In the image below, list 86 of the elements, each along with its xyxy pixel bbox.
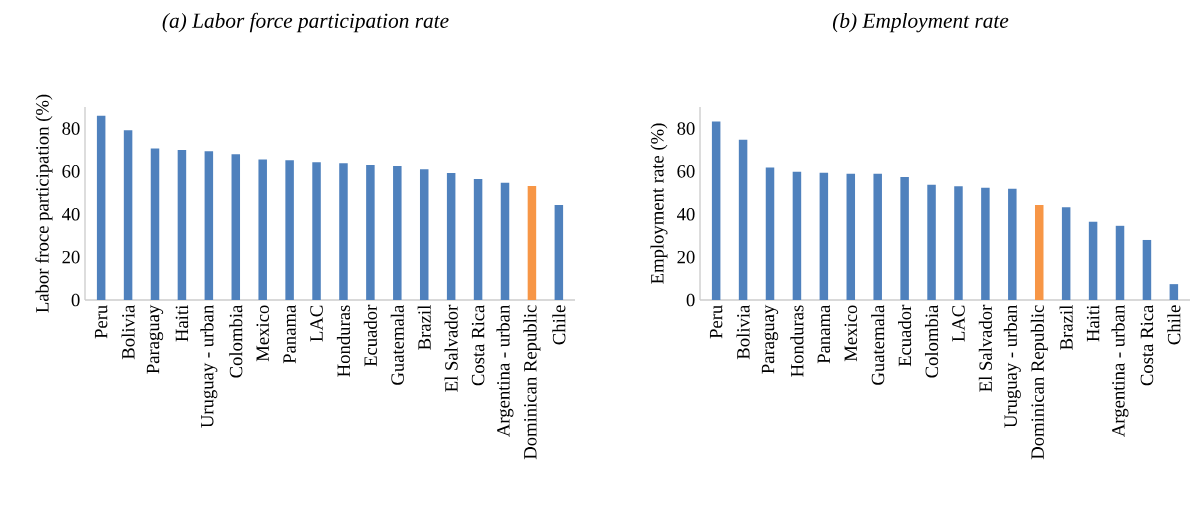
bar	[873, 173, 882, 301]
x-tick-label: Chile	[552, 305, 566, 345]
x-tick-label: LAC	[952, 305, 965, 342]
x-tick-label: El Salvador	[978, 304, 992, 392]
bar	[123, 130, 133, 301]
bar	[792, 171, 802, 301]
bar	[150, 148, 160, 301]
y-tick-label: 80	[62, 122, 80, 135]
y-axis-title: Labor froce participation (%)	[35, 94, 53, 313]
x-tick-label: Dominican Republic	[523, 305, 541, 460]
bar	[285, 160, 294, 301]
x-tick-label: El Salvador	[444, 304, 458, 392]
bar	[765, 167, 775, 301]
bar	[1169, 284, 1179, 301]
x-tick-label: Ecuador	[898, 304, 912, 367]
bar	[446, 173, 456, 301]
x-tick-label: Honduras	[336, 305, 351, 377]
x-tick-label: Peru	[94, 305, 108, 339]
bar	[419, 169, 429, 301]
x-tick-label: Dominican Republic	[1030, 305, 1048, 460]
bar	[177, 149, 187, 301]
y-tick-label: 60	[677, 165, 695, 178]
bar	[500, 182, 510, 301]
bar	[393, 165, 402, 301]
x-tick-label: Brazil	[417, 305, 431, 350]
x-tick-label: Costa Rica	[471, 304, 485, 386]
bar	[954, 186, 963, 301]
x-tick-label: Haiti	[175, 305, 189, 342]
bar	[366, 164, 375, 301]
bar	[1142, 239, 1152, 301]
y-tick-label: 40	[676, 207, 695, 221]
y-tick-label: 60	[62, 165, 80, 178]
x-tick-label: Guatemala	[871, 304, 885, 385]
bar	[258, 159, 267, 301]
y-tick-label: 40	[61, 207, 80, 221]
bar	[312, 162, 321, 301]
x-tick-label: Uruguay - urban	[1003, 305, 1021, 428]
x-tick-label: Paraguay	[146, 304, 164, 374]
bar	[900, 176, 909, 301]
bar	[1008, 188, 1017, 301]
x-tick-label: Paraguay	[761, 304, 779, 374]
x-tick-label: Panama	[817, 304, 831, 364]
x-tick-label: Bolivia	[736, 304, 750, 360]
x-tick-label: Colombia	[924, 304, 939, 378]
bar	[339, 163, 348, 301]
bar	[554, 205, 564, 301]
bar	[527, 185, 537, 301]
chart-title: (a) Labor force participation rate	[162, 12, 449, 33]
bar	[1088, 221, 1098, 301]
bar	[846, 173, 856, 301]
x-tick-label: LAC	[310, 305, 323, 342]
y-tick-label: 0	[71, 293, 80, 307]
chart-title: (b) Employment rate	[832, 12, 1009, 33]
x-tick-label: Peru	[709, 305, 723, 339]
x-tick-label: Colombia	[229, 304, 243, 378]
bar	[473, 179, 483, 301]
x-tick-label: Guatemala	[390, 304, 404, 385]
x-tick-label: Haiti	[1086, 305, 1100, 342]
bar	[819, 172, 829, 301]
x-tick-label: Argentina - urban	[496, 305, 514, 437]
x-tick-label: Argentina - urban	[1111, 305, 1129, 437]
y-tick-label: 20	[677, 250, 695, 264]
x-tick-label: Chile	[1167, 305, 1181, 345]
x-tick-label: Panama	[283, 304, 296, 364]
bar	[738, 139, 748, 301]
bar	[927, 184, 936, 301]
x-tick-label: Brazil	[1059, 305, 1073, 350]
y-axis-title: Employment rate (%)	[650, 123, 668, 284]
x-tick-label: Bolivia	[121, 304, 135, 360]
x-tick-label: Mexico	[844, 305, 858, 362]
bar	[711, 121, 721, 301]
bar	[1115, 225, 1125, 301]
x-tick-label: Ecuador	[363, 304, 377, 367]
bar	[1034, 205, 1044, 301]
x-tick-label: Uruguay - urban	[200, 305, 218, 428]
x-tick-label: Mexico	[256, 305, 269, 362]
bar	[96, 115, 106, 301]
y-tick-label: 20	[62, 250, 80, 264]
y-tick-label: 80	[677, 122, 695, 135]
bar	[231, 154, 241, 301]
bar	[204, 151, 214, 301]
y-tick-label: 0	[686, 293, 695, 307]
x-tick-label: Costa Rica	[1140, 304, 1154, 386]
bar	[981, 187, 990, 301]
bar	[1061, 207, 1071, 301]
x-tick-label: Honduras	[790, 305, 804, 377]
